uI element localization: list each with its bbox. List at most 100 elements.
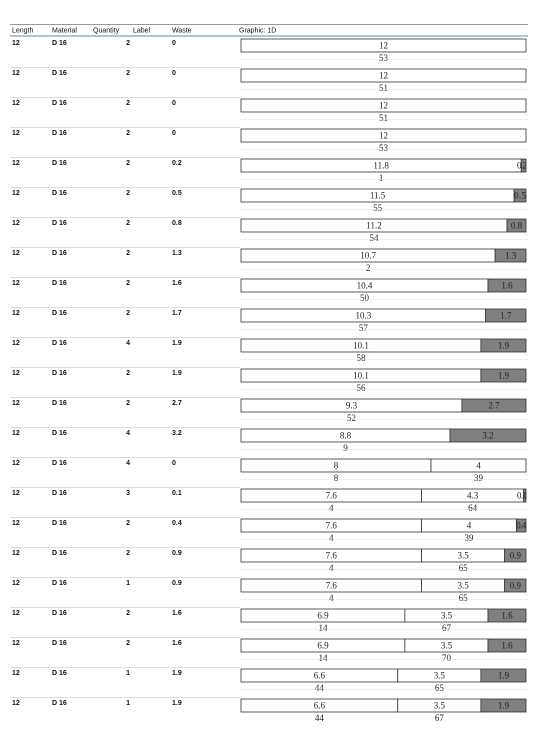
waste-cell: 0.5 [172, 190, 182, 197]
piece-length: 6.9 [317, 611, 329, 621]
quantity-cell: 1 [126, 670, 130, 677]
quantity-cell: 1 [126, 580, 130, 587]
piece-label: 4 [329, 533, 334, 543]
material-cell: D 16 [52, 700, 67, 707]
quantity-cell: 2 [126, 520, 130, 527]
length-cell: 12 [12, 370, 20, 377]
piece-length: 3.5 [441, 611, 453, 621]
piece-label: 51 [379, 83, 388, 93]
piece-length: 6.6 [314, 701, 326, 711]
length-cell: 12 [12, 250, 20, 257]
piece-length: 12 [379, 41, 388, 51]
piece-label: 65 [459, 593, 469, 603]
piece-label: 4 [329, 563, 334, 573]
waste-label: 1.9 [498, 701, 510, 711]
waste-label: 0.5 [514, 191, 526, 201]
waste-cell: 0.8 [172, 220, 182, 227]
waste-cell: 1.6 [172, 640, 182, 647]
waste-cell: 1.9 [172, 340, 182, 347]
piece-bar [240, 38, 527, 53]
length-cell: 12 [12, 490, 20, 497]
piece-label: 8 [334, 473, 339, 483]
quantity-cell: 2 [126, 370, 130, 377]
quantity-cell: 2 [126, 640, 130, 647]
piece-length: 4 [476, 461, 481, 471]
waste-label: 1.3 [505, 251, 517, 261]
material-cell: D 16 [52, 670, 67, 677]
length-cell: 12 [12, 550, 20, 557]
waste-cell: 0.9 [172, 550, 182, 557]
waste-bar [487, 638, 527, 653]
piece-length: 12 [379, 101, 388, 111]
quantity-cell: 2 [126, 220, 130, 227]
piece-label: 4 [329, 593, 334, 603]
waste-cell: 1.7 [172, 310, 182, 317]
length-cell: 12 [12, 700, 20, 707]
length-cell: 12 [12, 610, 20, 617]
material-cell: D 16 [52, 430, 67, 437]
material-cell: D 16 [52, 250, 67, 257]
piece-label: 1 [379, 173, 384, 183]
length-cell: 12 [12, 670, 20, 677]
quantity-cell: 2 [126, 190, 130, 197]
waste-label: 1.6 [501, 281, 513, 291]
piece-bar [240, 128, 527, 143]
material-cell: D 16 [52, 550, 67, 557]
length-cell: 12 [12, 400, 20, 407]
length-cell: 12 [12, 70, 20, 77]
piece-length: 11.5 [370, 191, 386, 201]
length-cell: 12 [12, 40, 20, 47]
piece-label: 54 [370, 233, 380, 243]
piece-label: 44 [315, 683, 325, 693]
piece-bar [240, 98, 527, 113]
piece-label: 58 [356, 353, 366, 363]
piece-label: 55 [373, 203, 383, 213]
quantity-cell: 2 [126, 130, 130, 137]
piece-length: 3.5 [434, 671, 446, 681]
quantity-cell: 2 [126, 610, 130, 617]
piece-length: 10.1 [353, 341, 369, 351]
piece-label: 4 [329, 503, 334, 513]
waste-cell: 1.3 [172, 250, 182, 257]
material-cell: D 16 [52, 130, 67, 137]
waste-cell: 0 [172, 100, 176, 107]
waste-cell: 1.9 [172, 700, 182, 707]
material-cell: D 16 [52, 490, 67, 497]
piece-bar [430, 458, 527, 473]
quantity-cell: 2 [126, 400, 130, 407]
waste-label: 0.9 [510, 581, 522, 591]
piece-label: 56 [356, 383, 366, 393]
quantity-cell: 4 [126, 340, 130, 347]
piece-length: 4.3 [467, 491, 479, 501]
waste-cell: 0.2 [172, 160, 182, 167]
waste-bar [480, 368, 527, 383]
piece-label: 2 [366, 263, 371, 273]
waste-bar [461, 398, 527, 413]
waste-cell: 0 [172, 70, 176, 77]
waste-label: 1.9 [498, 341, 510, 351]
waste-bar [480, 338, 527, 353]
length-cell: 12 [12, 130, 20, 137]
quantity-cell: 2 [126, 160, 130, 167]
length-cell: 12 [12, 460, 20, 467]
waste-bar [480, 668, 527, 683]
piece-length: 7.6 [326, 491, 338, 501]
piece-label: 70 [442, 653, 452, 663]
material-cell: D 16 [52, 580, 67, 587]
waste-bar [485, 308, 527, 323]
piece-length: 12 [379, 131, 388, 141]
waste-cell: 0.4 [172, 520, 182, 527]
length-cell: 12 [12, 520, 20, 527]
material-cell: D 16 [52, 160, 67, 167]
material-cell: D 16 [52, 280, 67, 287]
material-cell: D 16 [52, 640, 67, 647]
length-cell: 12 [12, 280, 20, 287]
waste-bar [506, 218, 527, 233]
length-cell: 12 [12, 430, 20, 437]
piece-length: 6.6 [314, 671, 326, 681]
waste-cell: 0 [172, 130, 176, 137]
piece-length: 10.7 [360, 251, 376, 261]
waste-label: 0.9 [510, 551, 522, 561]
piece-length: 10.4 [357, 281, 373, 291]
waste-label: 1.6 [501, 641, 513, 651]
